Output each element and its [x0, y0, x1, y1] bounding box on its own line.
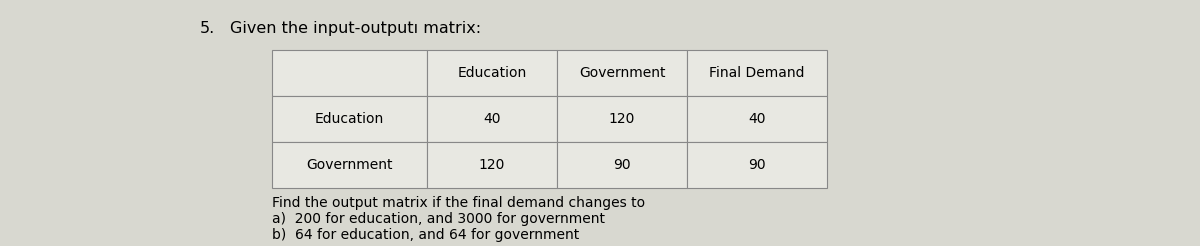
Bar	[427, 96, 557, 142]
Text: Education: Education	[314, 112, 384, 126]
Bar	[272, 96, 427, 142]
Text: 120: 120	[479, 158, 505, 172]
Bar	[686, 50, 827, 96]
Text: Education: Education	[457, 66, 527, 80]
Text: 120: 120	[608, 112, 635, 126]
Bar	[427, 50, 557, 96]
Text: a)  200 for education, and 3000 for government: a) 200 for education, and 3000 for gover…	[272, 212, 605, 226]
Text: 90: 90	[748, 158, 766, 172]
Text: Find the output matrix if the final demand changes to: Find the output matrix if the final dema…	[272, 196, 646, 210]
Bar	[557, 50, 686, 96]
Text: 90: 90	[613, 158, 631, 172]
Bar	[686, 96, 827, 142]
Bar	[427, 142, 557, 188]
Text: Government: Government	[578, 66, 665, 80]
Bar	[686, 142, 827, 188]
Text: 40: 40	[749, 112, 766, 126]
Text: b)  64 for education, and 64 for government: b) 64 for education, and 64 for governme…	[272, 228, 580, 242]
Bar	[557, 142, 686, 188]
Bar	[272, 142, 427, 188]
Bar	[557, 96, 686, 142]
Text: 40: 40	[484, 112, 500, 126]
Bar	[272, 50, 427, 96]
Text: 5.: 5.	[200, 21, 215, 36]
Text: Government: Government	[306, 158, 392, 172]
Text: Final Demand: Final Demand	[709, 66, 805, 80]
Text: Given the input-outputı matrix:: Given the input-outputı matrix:	[230, 21, 481, 36]
